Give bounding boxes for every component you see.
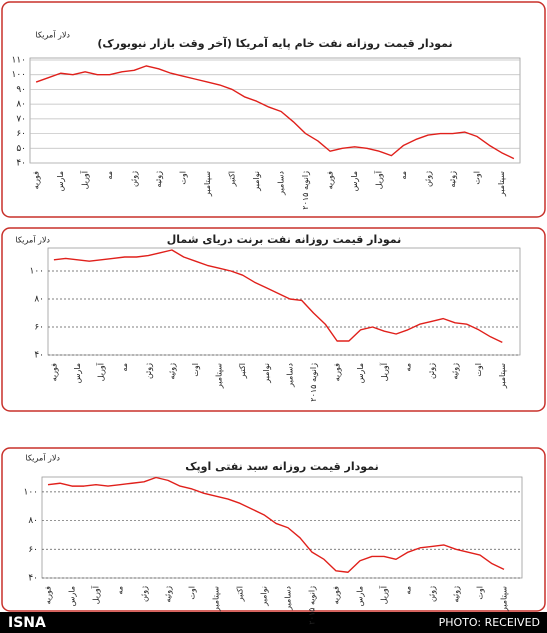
x-tick-label: اوت <box>188 586 197 600</box>
x-tick-label: مه <box>403 363 412 372</box>
x-tick-label: ژوئن <box>140 586 149 602</box>
y-tick-label: ۸۰ <box>34 295 44 305</box>
x-tick-label: نوامبر <box>252 171 261 192</box>
y-tick-label: ۴۰ <box>34 351 44 361</box>
x-tick-label: ژوئن <box>130 171 139 187</box>
x-tick-label: دسامبر <box>284 586 293 611</box>
panel <box>1 227 546 412</box>
x-tick-label: آوریل <box>96 362 106 381</box>
y-tick-label: ۸۰ <box>16 100 26 110</box>
price-line <box>53 249 503 344</box>
x-tick-label: ژوئیه <box>451 363 460 380</box>
x-tick-label: مه <box>120 363 129 372</box>
x-tick-label: اکتبر <box>236 586 245 602</box>
x-tick-label: ژانویه ۲۰۱۵ <box>309 363 318 402</box>
x-tick-label: دسامبر <box>285 363 294 388</box>
x-tick-label: سپتامبر <box>212 586 221 612</box>
x-tick-label: مارس <box>68 586 77 606</box>
x-tick-label: ژوئیه <box>164 586 173 603</box>
x-tick-label: ژوئیه <box>167 363 176 380</box>
x-tick-label: فوریه <box>333 363 342 382</box>
x-tick-label: نوامبر <box>260 586 269 607</box>
x-tick-label: فوریه <box>49 363 58 382</box>
x-tick-label: اکتبر <box>238 363 247 379</box>
x-tick-label: ژانویه ۲۰۱۵ <box>308 586 317 625</box>
x-tick-label: آوریل <box>91 585 101 604</box>
x-tick-label: ژوئیه <box>448 171 457 188</box>
x-tick-label: ژوئن <box>424 171 433 187</box>
y-tick-label: ۱۰۰ <box>29 267 44 277</box>
x-tick-label: اوت <box>473 171 482 185</box>
x-tick-label: ژوئن <box>427 363 436 379</box>
x-tick-label: اوت <box>191 363 200 377</box>
x-tick-label: فوریه <box>332 586 341 605</box>
x-tick-label: سپتامبر <box>497 171 506 197</box>
x-tick-label: سپتامبر <box>500 586 509 612</box>
x-tick-label: اوت <box>179 171 188 185</box>
x-tick-label: فوریه <box>32 171 41 190</box>
x-tick-label: ژوئیه <box>154 171 163 188</box>
x-tick-label: ژوئن <box>428 586 437 602</box>
chart-title: نمودار قیمت روزانه سبد نفتی اوپک <box>185 460 378 473</box>
y-tick-label: ۱۱۰ <box>11 56 26 66</box>
x-tick-label: اوت <box>476 586 485 600</box>
chart-title: نمودار قیمت روزانه نفت خام پایه آمریکا (… <box>97 36 452 50</box>
x-tick-label: دسامبر <box>277 171 286 196</box>
y-tick-label: ۱۰۰ <box>23 487 38 497</box>
y-tick-label: ۸۰ <box>28 516 38 526</box>
y-tick-label: ۴۰ <box>28 574 38 584</box>
plot-frame <box>29 57 521 164</box>
x-tick-label: آوریل <box>374 170 384 189</box>
x-tick-label: مارس <box>356 363 365 383</box>
x-tick-label: مارس <box>356 586 365 606</box>
x-tick-label: فوریه <box>326 171 335 190</box>
price-line <box>47 476 505 573</box>
y-tick-label: ۶۰ <box>34 323 44 333</box>
x-tick-label: فوریه <box>44 586 53 605</box>
price-line <box>35 65 515 160</box>
y-tick-label: ۷۰ <box>16 114 26 124</box>
x-tick-label: مه <box>116 586 125 595</box>
y-tick-label: ۵۰ <box>16 144 26 154</box>
x-tick-label: مه <box>399 171 408 180</box>
x-tick-label: آوریل <box>379 362 389 381</box>
x-tick-label: نوامبر <box>262 363 271 384</box>
y-tick-label: ۶۰ <box>16 129 26 139</box>
y-tick-label: ۴۰ <box>16 159 26 169</box>
panel <box>1 447 546 612</box>
x-tick-label: ژوئن <box>144 363 153 379</box>
x-tick-label: مه <box>105 171 114 180</box>
x-tick-label: سپتامبر <box>215 363 224 389</box>
footer-bar <box>0 612 547 633</box>
x-tick-label: ژوئیه <box>452 586 461 603</box>
brand: ISNA <box>8 615 46 631</box>
y-axis-label: دلار آمریکا <box>35 30 70 40</box>
x-tick-label: مه <box>404 586 413 595</box>
panel <box>1 1 546 218</box>
y-tick-label: ۱۰۰ <box>11 70 26 80</box>
plot-frame <box>47 247 521 356</box>
x-tick-label: مارس <box>56 171 65 191</box>
y-tick-label: ۶۰ <box>28 545 38 555</box>
x-tick-label: آوریل <box>379 585 389 604</box>
credit: PHOTO: RECEIVED <box>439 616 540 629</box>
chart-title: نمودار قیمت روزانه نفت برنت دریای شمال <box>167 233 402 246</box>
x-tick-label: ژانویه ۲۰۱۵ <box>301 171 310 210</box>
y-axis-label: دلار آمریکا <box>15 235 50 245</box>
x-tick-label: اکتبر <box>228 171 237 187</box>
x-tick-label: مارس <box>350 171 359 191</box>
x-tick-label: مارس <box>73 363 82 383</box>
x-tick-label: سپتامبر <box>203 171 212 197</box>
x-tick-label: آوریل <box>80 170 90 189</box>
x-tick-label: اوت <box>474 363 483 377</box>
y-axis-label: دلار آمریکا <box>25 453 60 463</box>
y-tick-label: ۹۰ <box>16 85 26 95</box>
x-tick-label: سپتامبر <box>498 363 507 389</box>
